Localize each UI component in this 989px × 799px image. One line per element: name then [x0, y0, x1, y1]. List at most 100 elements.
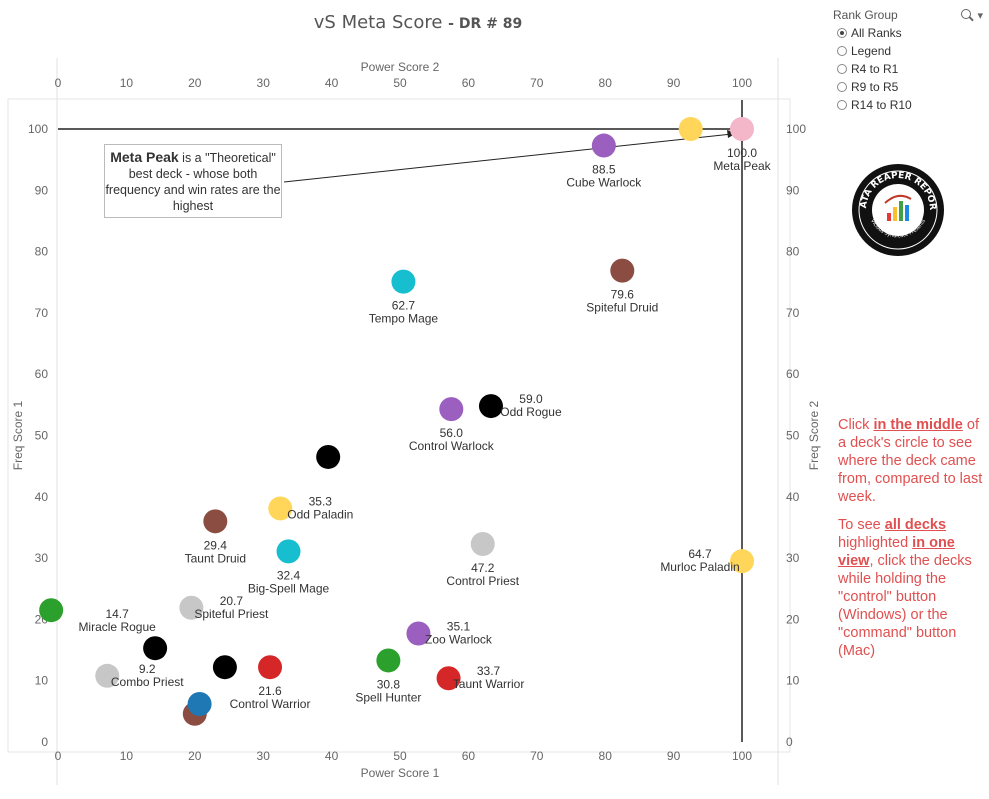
- deck-point-value: 9.2: [139, 662, 156, 676]
- deck-point: [316, 444, 341, 469]
- deck-point-name: Control Warrior: [230, 697, 311, 711]
- deck-point: [187, 691, 212, 716]
- x-top-tick-label: 100: [732, 76, 752, 90]
- filter-option-label: R9 to R5: [851, 80, 899, 94]
- search-icon[interactable]: [961, 8, 972, 19]
- instr-p2-em1: all decks: [884, 517, 947, 533]
- instr-p1-a: Click: [838, 417, 874, 433]
- instructions-p2: To see all decks highlighted in one view…: [838, 516, 986, 660]
- deck-point-value: 59.0: [519, 392, 543, 406]
- instructions: Click in the middle of a deck's circle t…: [838, 416, 986, 670]
- deck-point-name: Miracle Rogue: [78, 620, 156, 634]
- y-right-tick-label: 40: [786, 490, 800, 504]
- deck-point: [436, 666, 461, 691]
- y-left-axis-title: Freq Score 1: [11, 400, 25, 470]
- deck-point-value: 100.0: [727, 146, 757, 160]
- deck-point: [179, 595, 204, 620]
- filter-option-r4-to-r1[interactable]: R4 to R1: [833, 60, 983, 78]
- deck-point: [478, 394, 503, 419]
- x-bottom-tick-label: 100: [732, 749, 752, 763]
- y-left-tick-label: 60: [35, 367, 49, 381]
- filter-options: All Ranks Legend R4 to R1 R9 to R5 R14 to R1…: [833, 24, 983, 114]
- instr-p1-em: in the middle: [873, 417, 963, 433]
- rank-group-filter: Rank Group ▾ All Ranks Legend R4 to R1 R9 t…: [833, 6, 983, 114]
- filter-option-label: R4 to R1: [851, 62, 899, 76]
- dropdown-caret-icon[interactable]: ▾: [977, 9, 983, 22]
- x-top-tick-label: 90: [667, 76, 681, 90]
- deck-point: [591, 133, 616, 158]
- deck-point-name: Zoo Warlock: [425, 632, 493, 646]
- filter-option-r14-to-r10[interactable]: R14 to R10: [833, 96, 983, 114]
- x-bottom-tick-label: 10: [120, 749, 134, 763]
- radio-icon[interactable]: [837, 46, 847, 56]
- deck-point: [730, 117, 754, 141]
- radio-icon[interactable]: [837, 100, 847, 110]
- y-right-tick-label: 0: [786, 735, 793, 749]
- radio-icon[interactable]: [837, 64, 847, 74]
- y-right-tick-label: 60: [786, 367, 800, 381]
- y-left-tick-label: 30: [35, 551, 49, 565]
- x-bottom-tick-label: 80: [599, 749, 613, 763]
- deck-point-value: 29.4: [204, 538, 228, 552]
- meta-peak-callout: Meta Peak is a "Theoretical" best deck -…: [104, 144, 282, 218]
- deck-point: [439, 397, 464, 422]
- x-bottom-tick-label: 20: [188, 749, 202, 763]
- deck-point-value: 56.0: [440, 426, 464, 440]
- deck-point-name: Tempo Mage: [369, 312, 439, 326]
- deck-point: [39, 598, 64, 623]
- x-top-axis-title: Power Score 2: [361, 60, 440, 74]
- instructions-p1: Click in the middle of a deck's circle t…: [838, 416, 986, 506]
- x-top-tick-label: 0: [55, 76, 62, 90]
- x-top-tick-label: 30: [257, 76, 271, 90]
- y-left-tick-label: 40: [35, 490, 49, 504]
- y-left-tick-label: 0: [41, 735, 48, 749]
- y-right-axis-title: Freq Score 2: [807, 400, 821, 470]
- deck-point-name: Control Warlock: [409, 439, 495, 453]
- y-right-tick-label: 80: [786, 245, 800, 259]
- deck-point: [391, 269, 416, 294]
- deck-point: [258, 655, 283, 680]
- radio-icon[interactable]: [837, 82, 847, 92]
- callout-arrow-line: [283, 133, 733, 183]
- filter-option-label: Legend: [851, 44, 892, 58]
- deck-point: [376, 648, 401, 673]
- deck-point: [470, 532, 495, 557]
- deck-point: [268, 496, 293, 521]
- scatter-chart: 0010102020303040405050606070708080909010…: [7, 58, 821, 785]
- filter-option-r9-to-r5[interactable]: R9 to R5: [833, 78, 983, 96]
- radio-icon[interactable]: [837, 28, 847, 38]
- deck-point-value: 35.1: [447, 619, 471, 633]
- y-left-tick-label: 100: [28, 122, 48, 136]
- filter-title: Rank Group: [833, 8, 898, 22]
- deck-point-name: Spiteful Priest: [194, 607, 269, 621]
- filter-tools: ▾: [961, 8, 983, 22]
- deck-point-name: Taunt Druid: [185, 551, 246, 565]
- y-right-tick-label: 50: [786, 429, 800, 443]
- y-right-tick-label: 30: [786, 551, 800, 565]
- filter-option-all-ranks[interactable]: All Ranks: [833, 24, 983, 42]
- x-bottom-tick-label: 0: [55, 749, 62, 763]
- plot-frame: [7, 98, 791, 753]
- y-right-tick-label: 70: [786, 306, 800, 320]
- deck-point: [95, 663, 120, 688]
- deck-point-value: 64.7: [688, 547, 712, 561]
- deck-point-name: Taunt Warrior: [453, 677, 525, 691]
- deck-point-name: Odd Rogue: [500, 405, 562, 419]
- deck-point-value: 47.2: [471, 561, 495, 575]
- y-right-tick-label: 10: [786, 674, 800, 688]
- x-top-tick-label: 80: [599, 76, 613, 90]
- deck-point: [203, 509, 228, 534]
- instr-p1-b: of a deck's circle to see where the deck…: [838, 417, 983, 505]
- y-left-tick-label: 10: [35, 674, 49, 688]
- instr-p2-b: highlighted: [838, 535, 913, 551]
- x-bottom-tick-label: 70: [530, 749, 544, 763]
- deck-point-value: 79.6: [611, 288, 635, 302]
- deck-point-name: Big-Spell Mage: [248, 581, 330, 595]
- deck-point-value: 20.7: [220, 594, 244, 608]
- deck-point-name: Spell Hunter: [355, 690, 421, 704]
- x-bottom-tick-label: 30: [257, 749, 271, 763]
- instr-p2-a: To see: [838, 517, 885, 533]
- filter-option-legend[interactable]: Legend: [833, 42, 983, 60]
- filter-header: Rank Group ▾: [833, 6, 983, 24]
- chart-title-sub: - DR # 89: [448, 16, 523, 32]
